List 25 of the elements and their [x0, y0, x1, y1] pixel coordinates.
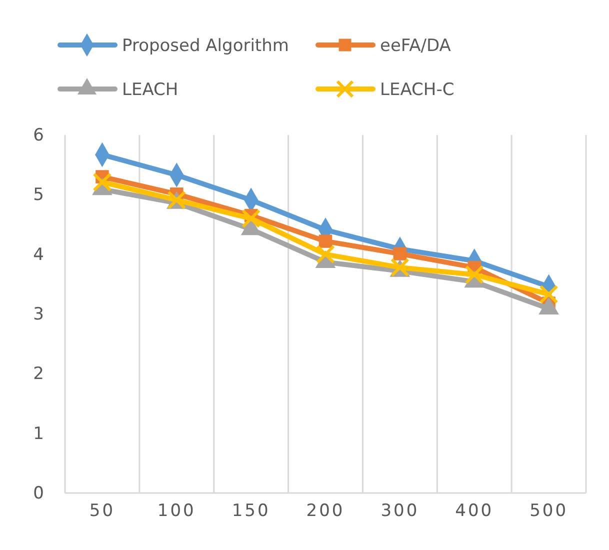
x-tick-label: 50	[89, 501, 116, 521]
point	[92, 172, 112, 192]
x-tick-label: 100	[157, 501, 196, 521]
y-tick-label: 4	[33, 244, 44, 265]
x-tick-label: 500	[530, 501, 568, 521]
y-tick-label: 3	[33, 304, 44, 324]
point	[242, 209, 261, 228]
legend-label: Proposed Algorithm	[122, 36, 289, 56]
y-tick-label: 1	[33, 424, 44, 444]
x-tick-label: 400	[455, 501, 494, 521]
y-tick-label: 5	[33, 185, 44, 206]
legend-label: LEACH	[122, 80, 178, 100]
point	[393, 247, 407, 260]
point	[316, 244, 336, 264]
point	[539, 284, 558, 304]
x-tick-label: 200	[306, 501, 345, 521]
point	[318, 234, 332, 248]
y-tick-label: 6	[33, 125, 44, 146]
legend-label: LEACH-C	[380, 80, 454, 100]
y-tick-label: 2	[33, 364, 44, 384]
legend-label: eeFA/DA	[380, 36, 452, 56]
y-tick-label: 0	[33, 483, 44, 504]
point	[464, 265, 484, 284]
x-tick-label: 300	[380, 501, 420, 521]
x-tick-label: 150	[232, 501, 270, 521]
